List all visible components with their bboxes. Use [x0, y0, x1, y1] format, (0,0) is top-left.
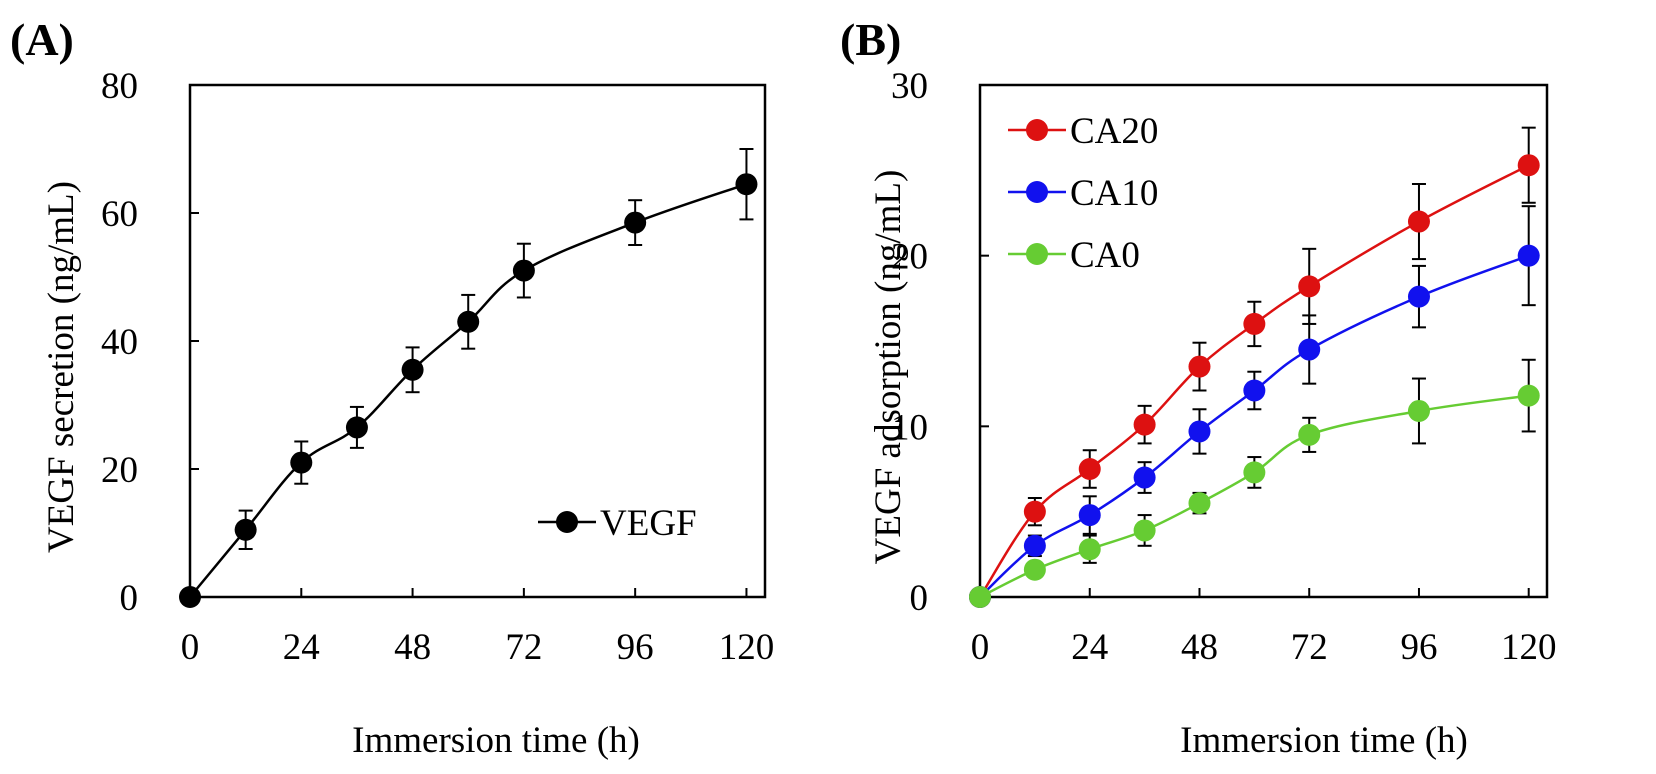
panel-b-data-point-ca20 [1407, 210, 1430, 233]
panel-a-x-tick-label: 24 [283, 627, 320, 668]
panel-b-x-tick-label: 0 [971, 627, 990, 668]
panel-b-data-point-ca10 [1188, 420, 1211, 443]
panel-b-data-point-ca0 [1517, 384, 1540, 407]
panel-b-x-tick-label: 96 [1400, 627, 1437, 668]
panel-a-y-tick-label: 80 [101, 66, 138, 107]
panel-b-data-point-ca0 [1407, 399, 1430, 422]
panel-b-series-line-ca10 [979, 254, 1530, 598]
panel-a-label: (A) [10, 14, 74, 65]
panel-b-plot-frame [978, 83, 1549, 599]
panel-a-y-tick-label: 20 [101, 450, 138, 491]
panel-a-x-tick-label: 0 [181, 627, 200, 668]
panel-b-label: (B) [840, 14, 901, 65]
panel-a-legend-label-vegf: VEGF [600, 503, 697, 544]
panel-b-x-axis-label: Immersion time (h) [1180, 720, 1468, 761]
panel-b-data-point-ca0 [1078, 538, 1101, 561]
panel-a-chart: (A) VEGF secretion (ng/mL) Immersion tim… [10, 14, 774, 761]
panel-b-data-point-ca10 [1407, 285, 1430, 308]
panel-b-data-point-ca20 [1298, 275, 1321, 298]
panel-b-legend-label-ca10: CA10 [1070, 173, 1158, 214]
panel-a-data-point-vegf [457, 310, 480, 333]
panel-b-data-point-ca20 [1188, 355, 1211, 378]
panel-b-data-point-ca0 [1188, 492, 1211, 515]
panel-b-data-point-ca20 [1023, 500, 1046, 523]
panel-b-data-point-ca10 [1023, 534, 1046, 557]
panel-b-data-point-ca10 [1243, 379, 1266, 402]
panel-b-legend-label-ca0: CA0 [1070, 235, 1140, 276]
panel-b-data-point-ca10 [1133, 466, 1156, 489]
panel-b-y-tick-label: 10 [891, 407, 928, 448]
panel-b-x-tick-label: 72 [1291, 627, 1328, 668]
panel-b-data-point-ca20 [1517, 154, 1540, 177]
panel-b-data-point-ca0 [1023, 558, 1046, 581]
panel-b-y-tick-label: 30 [891, 66, 928, 107]
panel-b-data-point-ca0 [1298, 423, 1321, 446]
panel-a-data-point-vegf [512, 259, 535, 282]
panel-a-data-point-vegf [179, 586, 201, 608]
panel-b-legend-label-ca20: CA20 [1070, 111, 1158, 152]
panel-a-y-tick-label: 40 [101, 322, 138, 363]
panel-b-y-axis-label: VEGF adsorption (ng/mL) [868, 170, 909, 565]
panel-a-x-axis-label: Immersion time (h) [352, 720, 640, 761]
panel-b-y-tick-label: 0 [910, 578, 929, 619]
panel-b-data-point-ca0 [1243, 461, 1266, 484]
panel-b-data-point-ca20 [1078, 458, 1101, 480]
panel-a-y-tick-label: 60 [101, 194, 138, 235]
panel-b-data-point-ca10 [1078, 504, 1101, 527]
panel-b-data-point-ca20 [1243, 312, 1266, 335]
panel-b-x-tick-label: 48 [1181, 627, 1218, 668]
panel-a-legend-marker-vegf [556, 511, 578, 533]
panel-b-data-point-ca0 [1133, 519, 1156, 542]
panel-a-data-point-vegf [290, 451, 313, 474]
panel-a-y-axis-label: VEGF secretion (ng/mL) [41, 181, 82, 553]
panel-a-x-tick-label: 120 [719, 627, 775, 668]
panel-a-x-tick-label: 48 [394, 627, 431, 668]
panel-a-data-point-vegf [735, 173, 758, 196]
panel-b-legend-marker-ca0 [1026, 243, 1048, 265]
panel-a-x-tick-label: 72 [505, 627, 542, 668]
panel-b-x-tick-label: 24 [1071, 627, 1108, 668]
panel-a-data-point-vegf [624, 211, 647, 234]
panel-b-data-point-ca10 [1298, 338, 1321, 361]
panel-b-legend-marker-ca20 [1026, 119, 1048, 141]
panel-b-data-point-ca20 [1133, 413, 1156, 436]
panel-a-data-point-vegf [345, 416, 368, 439]
panel-b-chart: (B) VEGF adsorption (ng/mL) Immersion ti… [840, 14, 1556, 761]
panel-b-data-point-ca0 [969, 586, 991, 608]
panel-a-y-tick-label: 0 [120, 578, 139, 619]
panel-b-series-line-ca0 [979, 394, 1529, 599]
panel-a-data-point-vegf [234, 518, 257, 541]
panel-b-x-tick-label: 120 [1501, 627, 1557, 668]
panel-a-data-point-vegf [401, 358, 424, 381]
panel-b-y-tick-label: 20 [891, 237, 928, 278]
panel-a-x-tick-label: 96 [617, 627, 654, 668]
panel-b-data-point-ca10 [1517, 244, 1540, 267]
panel-b-legend-marker-ca10 [1026, 181, 1048, 203]
